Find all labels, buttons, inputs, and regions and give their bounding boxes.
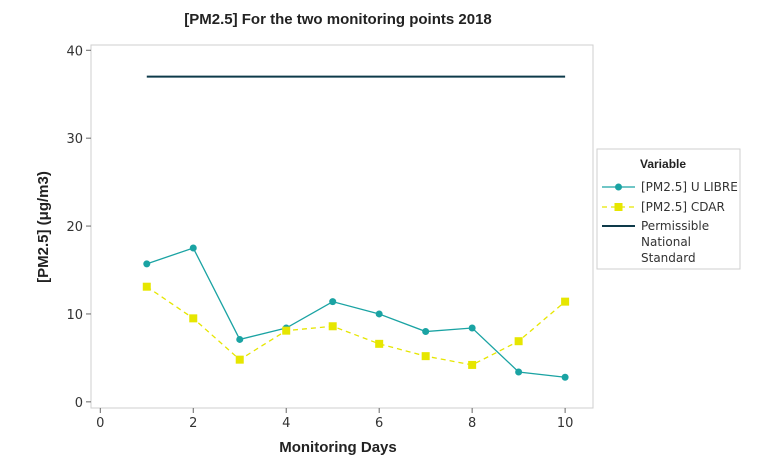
data-point-square	[421, 352, 430, 361]
data-point-circle	[561, 373, 569, 381]
data-point-circle	[515, 368, 523, 376]
y-axis-title: [PM2.5] (μg/m3)	[35, 171, 52, 283]
series-layer	[142, 75, 570, 381]
data-point-circle	[375, 310, 383, 318]
legend-label: [PM2.5] CDAR	[641, 200, 725, 214]
series-line-0	[146, 247, 566, 378]
legend-marker-square	[614, 203, 623, 211]
x-tick-label: 8	[468, 416, 476, 431]
chart-title: [PM2.5] For the two monitoring points 20…	[184, 11, 492, 28]
data-point-square	[282, 326, 291, 335]
data-point-square	[468, 360, 477, 369]
data-point-circle	[189, 244, 197, 252]
data-point-square	[328, 322, 337, 331]
data-point-square	[375, 339, 384, 348]
data-point-square	[142, 282, 151, 291]
data-point-circle	[329, 298, 337, 306]
series-line-1	[146, 286, 566, 366]
legend-label-line: National	[641, 235, 691, 249]
x-tick-label: 0	[96, 416, 104, 431]
y-tick-label: 30	[66, 132, 83, 147]
x-tick-label: 2	[189, 416, 197, 431]
x-axis-title: Monitoring Days	[279, 439, 397, 456]
legend-label-line: Standard	[641, 251, 696, 265]
y-axis-ticks: 0 10 20 30 40	[66, 44, 91, 411]
y-tick-label: 10	[66, 308, 83, 323]
data-point-square	[189, 314, 198, 323]
y-tick-label: 0	[75, 396, 83, 411]
legend-label-line: Permissible	[641, 219, 709, 233]
data-point-circle	[236, 335, 244, 343]
legend-box	[596, 148, 741, 270]
x-axis-ticks: 0 2 4 6 8 10	[96, 408, 573, 431]
legend: Variable [PM2.5] U LIBRE [PM2.5] CDAR Perm…	[596, 148, 741, 270]
y-tick-label: 20	[66, 220, 83, 235]
data-point-square	[514, 337, 523, 346]
data-point-square	[235, 355, 244, 364]
data-point-circle	[143, 260, 151, 268]
x-tick-label: 10	[557, 416, 574, 431]
data-point-circle	[468, 324, 476, 332]
data-point-circle	[422, 328, 430, 336]
x-tick-label: 4	[282, 416, 290, 431]
x-tick-label: 6	[375, 416, 383, 431]
legend-marker-circle	[615, 183, 622, 191]
legend-title: Variable	[640, 157, 686, 171]
plot-area	[90, 44, 594, 409]
data-point-square	[561, 297, 570, 306]
legend-label: [PM2.5] U LIBRE	[641, 180, 738, 194]
y-tick-label: 40	[66, 44, 83, 59]
